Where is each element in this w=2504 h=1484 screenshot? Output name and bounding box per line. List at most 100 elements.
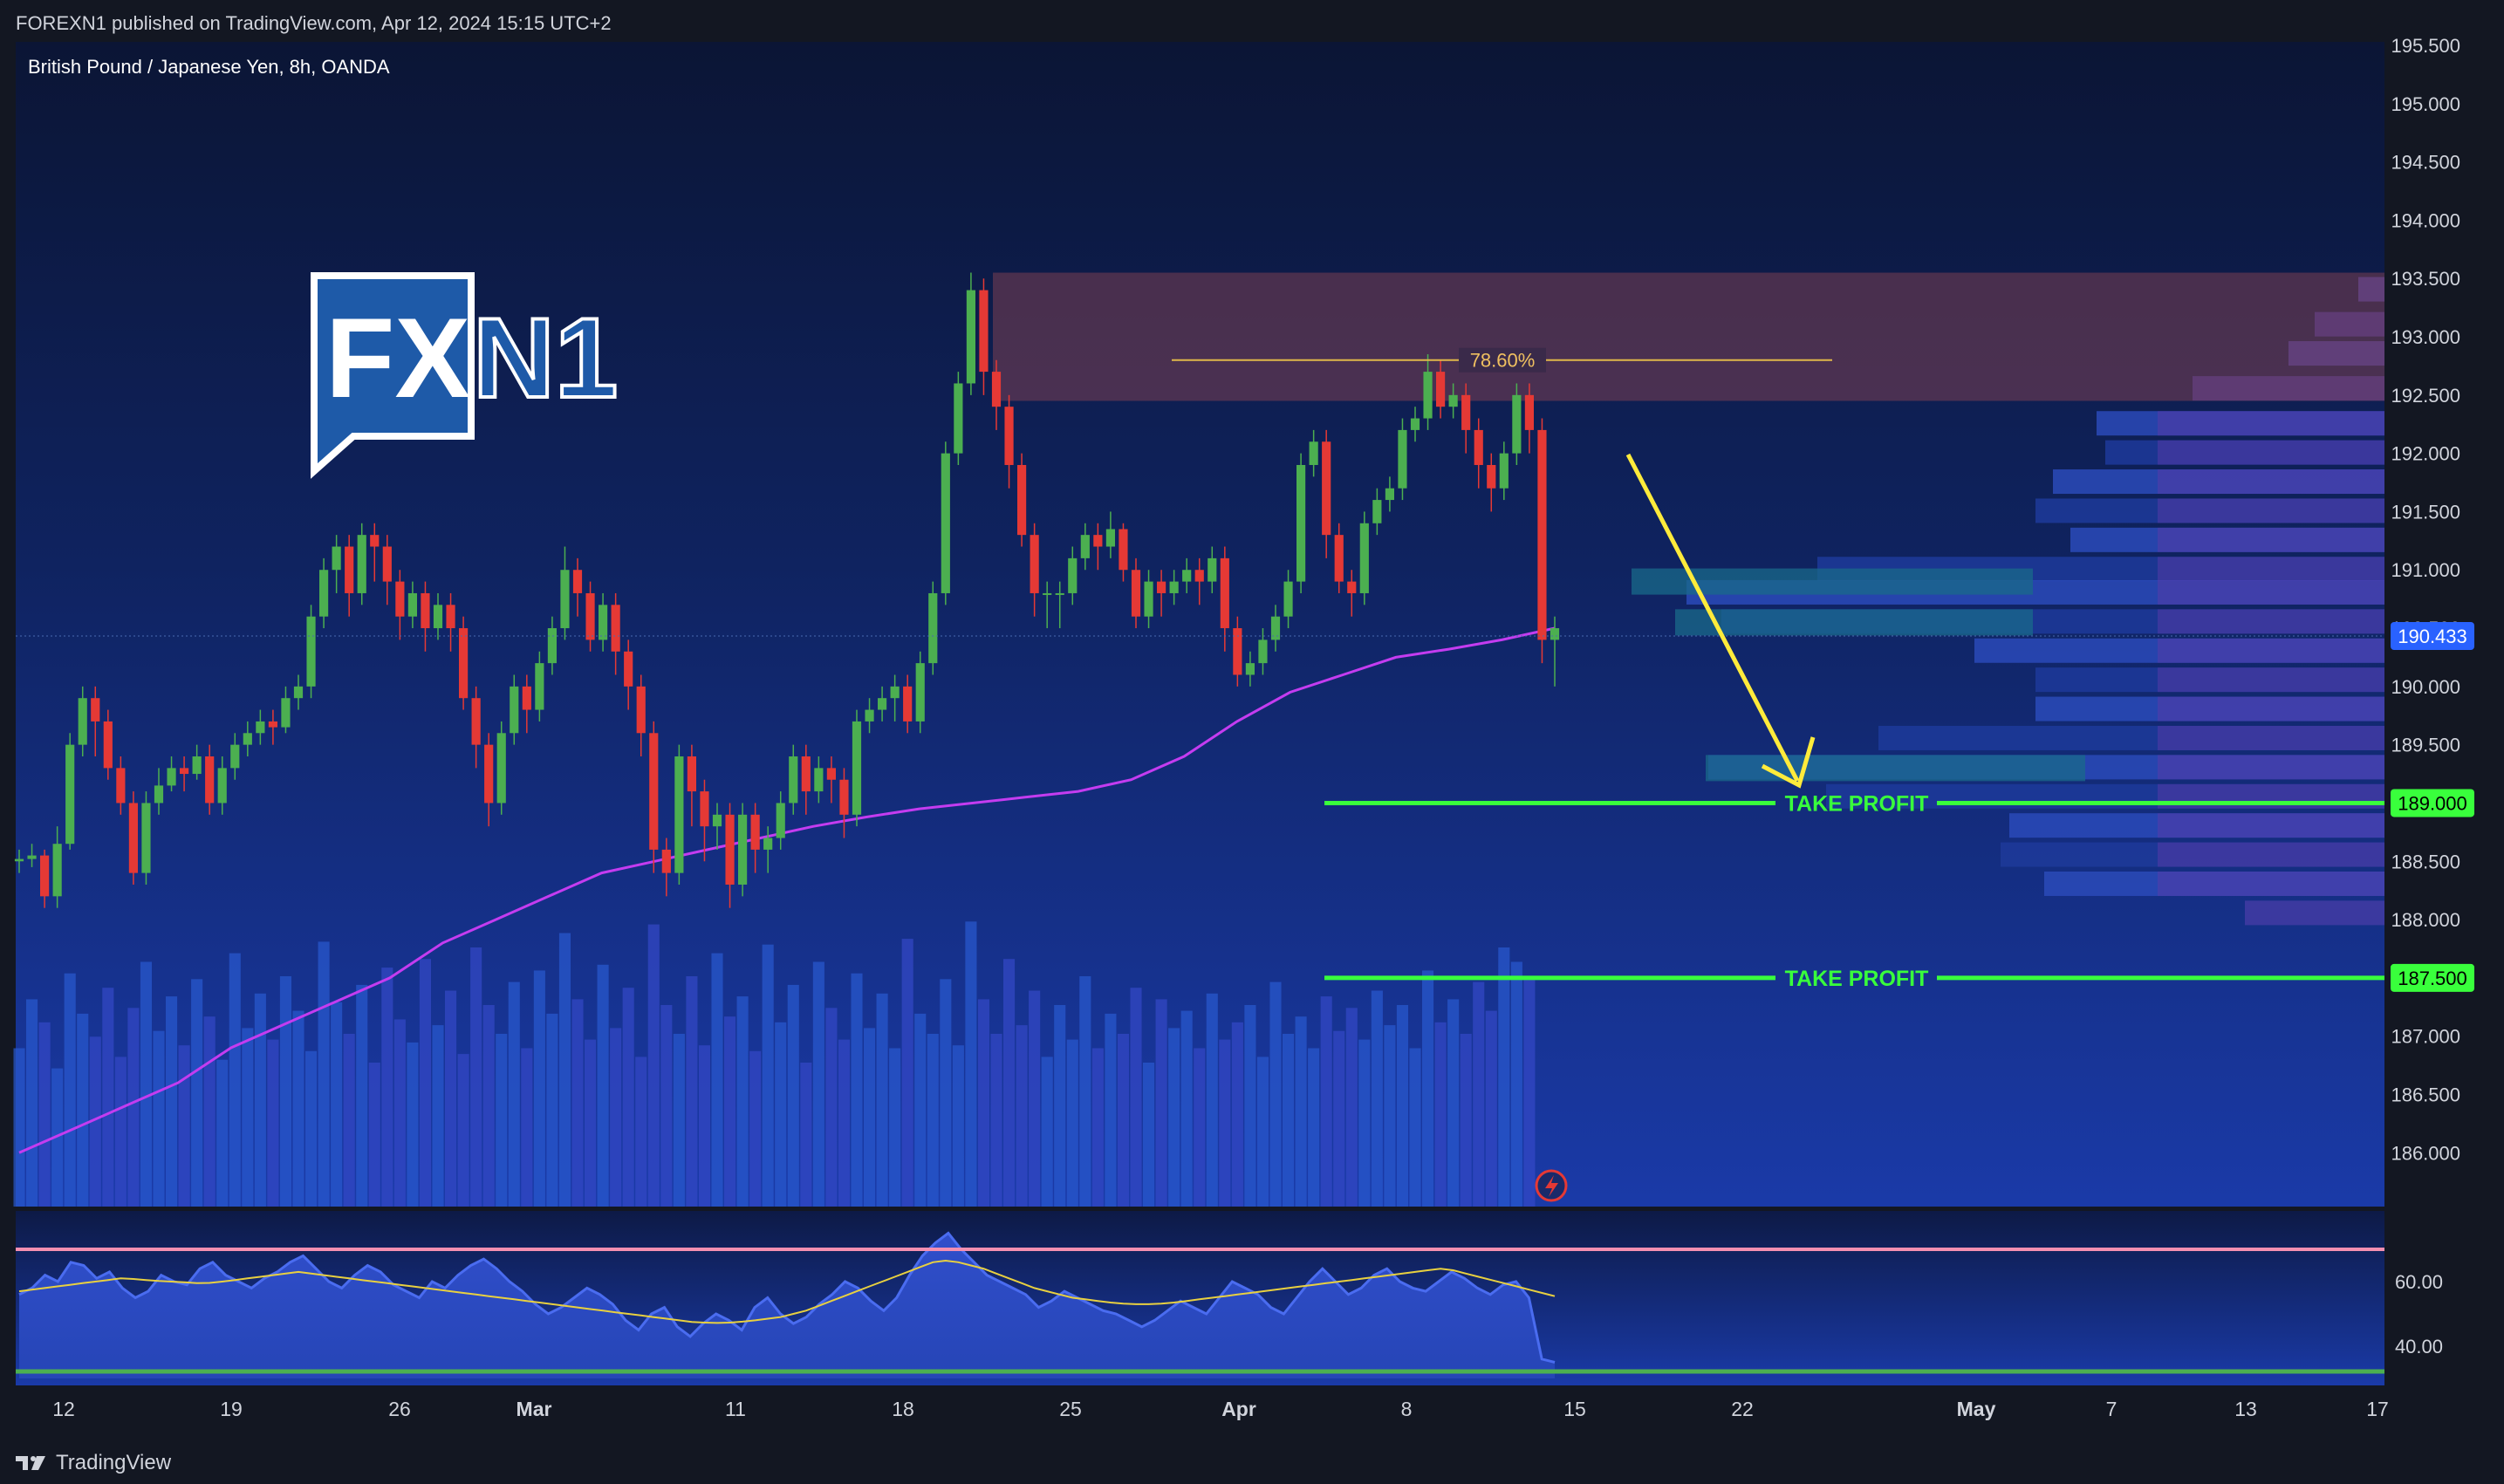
volume-profile-bar	[2158, 755, 2384, 780]
take-profit-label: TAKE PROFIT	[1785, 791, 1929, 816]
candle	[1283, 570, 1293, 629]
y-axis-tick: 192.500	[2391, 385, 2460, 407]
volume-bar	[1180, 1010, 1193, 1207]
candle-body	[1258, 639, 1268, 664]
y-axis-tick: 188.500	[2391, 851, 2460, 872]
supply-zone	[993, 272, 2384, 401]
volume-bar	[1523, 976, 1536, 1207]
candle	[547, 616, 557, 675]
volume-bar	[1155, 999, 1167, 1207]
candle-body	[890, 686, 900, 699]
candle-body	[572, 570, 583, 593]
rsi-y-axis-tick: 40.00	[2395, 1336, 2443, 1357]
candle-body	[1448, 394, 1458, 407]
candle	[27, 844, 37, 867]
candle-body	[1030, 535, 1039, 593]
candle-body	[1157, 581, 1166, 593]
volume-bar	[647, 924, 660, 1207]
candle-body	[1004, 407, 1014, 465]
volume-bar	[546, 1013, 558, 1207]
candle	[1093, 523, 1103, 571]
volume-bar	[102, 988, 114, 1207]
candle-body	[1410, 418, 1420, 430]
candle	[1322, 429, 1331, 558]
tradingview-footer[interactable]: TradingView	[16, 1451, 171, 1475]
candle-body	[941, 453, 950, 593]
x-axis-tick: 18	[892, 1398, 914, 1420]
y-axis-tick: 191.000	[2391, 559, 2460, 581]
volume-profile-bar	[2158, 557, 2384, 582]
tradingview-logo-icon	[16, 1456, 45, 1470]
candle-body	[738, 814, 748, 885]
candle	[979, 278, 989, 395]
candle-body	[1296, 464, 1306, 582]
current-price-label: 190.433	[2398, 626, 2467, 647]
volume-bar	[1485, 1010, 1497, 1207]
candle	[535, 651, 544, 721]
volume-bar	[1256, 1057, 1269, 1207]
volume-bar	[114, 1057, 127, 1207]
candle-body	[1068, 557, 1078, 593]
candle	[14, 849, 24, 873]
volume-profile-bar	[2158, 725, 2384, 750]
volume-bar	[927, 1034, 939, 1207]
candle-body	[1119, 529, 1128, 571]
volume-bar	[229, 953, 241, 1207]
candle	[1055, 581, 1064, 629]
volume-bar	[597, 964, 609, 1207]
volume-bar	[635, 1057, 647, 1207]
candle	[1436, 359, 1446, 419]
rsi-area	[19, 1233, 1555, 1378]
trend-arrow-head	[1761, 736, 1816, 789]
volume-bar	[331, 1002, 343, 1207]
candle-body	[52, 844, 62, 897]
symbol-title: British Pound / Japanese Yen, 8h, OANDA	[28, 56, 390, 78]
candle-body	[1347, 581, 1357, 593]
candle	[903, 674, 913, 734]
candle	[446, 592, 455, 652]
candle-body	[712, 814, 722, 827]
y-axis-tick: 190.000	[2391, 676, 2460, 698]
candle	[826, 756, 836, 804]
candle	[370, 523, 380, 582]
candle	[65, 733, 75, 850]
trend-arrow	[1625, 453, 1800, 783]
candle	[572, 557, 583, 617]
candle	[116, 756, 126, 815]
candle-body	[547, 628, 557, 664]
candle-body	[496, 733, 506, 804]
volume-bar	[889, 1048, 901, 1207]
candle-body	[382, 546, 392, 582]
volume-bar	[254, 993, 266, 1207]
candle	[1309, 429, 1318, 477]
candle	[738, 803, 748, 897]
volume-bar	[1244, 1005, 1256, 1207]
volume-bar	[1206, 993, 1218, 1207]
volume-profile-bar	[2158, 469, 2384, 495]
volume-bar	[1219, 1039, 1231, 1207]
candle	[661, 838, 671, 897]
volume-bar	[965, 921, 977, 1207]
candle-body	[1043, 592, 1052, 595]
candle	[1499, 441, 1509, 501]
volume-bar	[64, 973, 76, 1207]
volume-bar	[279, 976, 291, 1207]
candle-body	[814, 768, 824, 792]
candle-body	[954, 383, 963, 454]
candle-body	[1080, 535, 1090, 558]
candle	[915, 651, 925, 734]
candle-body	[750, 814, 760, 850]
candle	[407, 581, 417, 629]
y-axis-tick: 195.500	[2391, 35, 2460, 57]
volume-bar	[622, 988, 634, 1207]
volume-bar	[812, 961, 824, 1207]
candle	[268, 709, 277, 745]
candle	[1030, 523, 1039, 617]
candle-body	[1270, 616, 1281, 640]
candle-body	[560, 570, 570, 629]
volume-bar	[1510, 961, 1522, 1207]
volume-profile-highlight	[1675, 609, 2033, 636]
volume-bar	[77, 1013, 89, 1207]
volume-bar	[736, 996, 749, 1207]
